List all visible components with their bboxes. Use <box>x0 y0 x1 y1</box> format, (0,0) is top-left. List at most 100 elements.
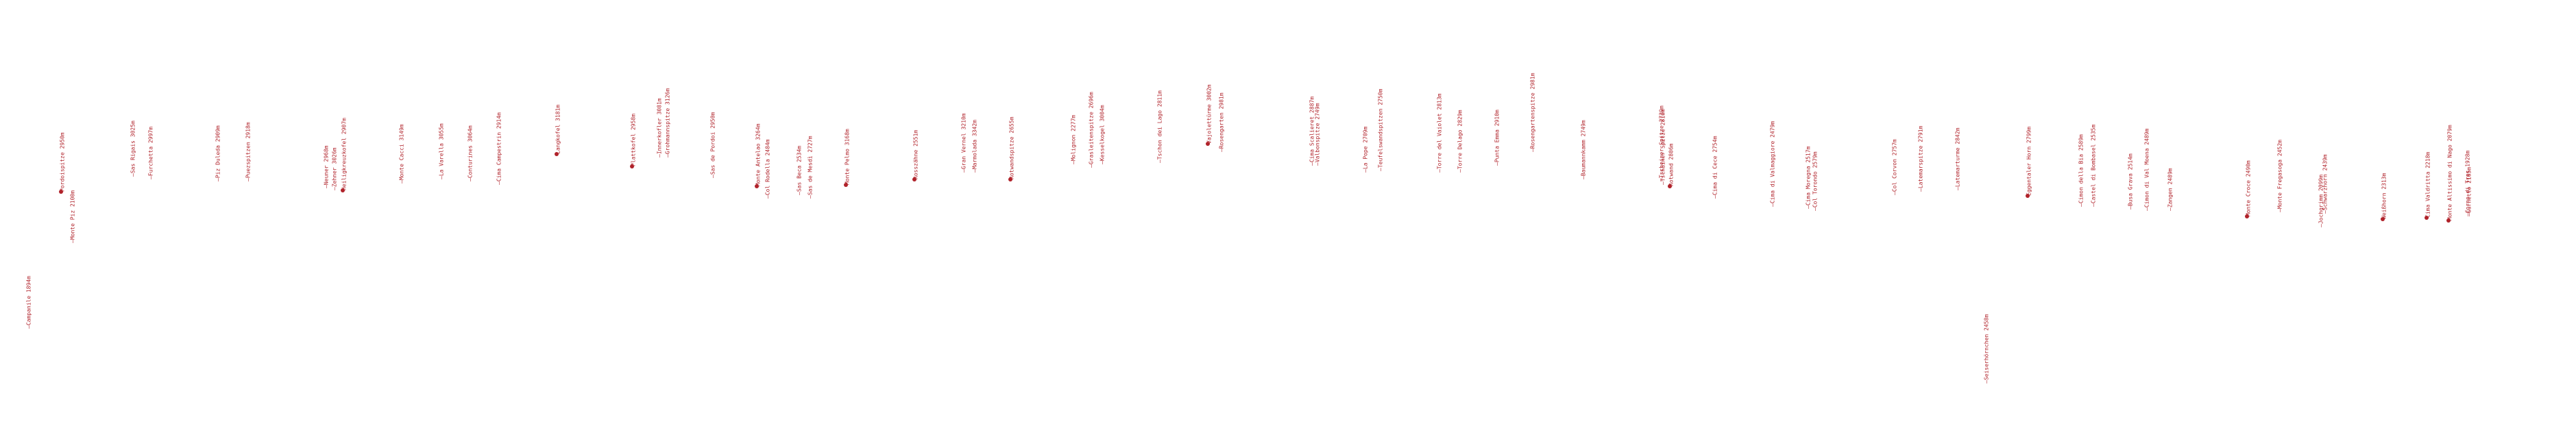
peak-label: —Tschon dei Lago 2811m <box>1157 90 1163 163</box>
peak-name-text: —Piz Duleda 2909m <box>215 125 221 181</box>
peak-label: —Conturines 3064m <box>467 125 474 181</box>
peak-label: Vajolettürme 3002m <box>1206 84 1213 146</box>
peak-label: —Campanile 1894m <box>26 276 32 329</box>
peak-label: —Neuner 2968m <box>324 145 330 188</box>
peak-label: —Castel di Bombasel 2535m <box>2091 124 2097 207</box>
peak-name-text: —Corno di Tres 1928m <box>2465 150 2471 216</box>
peak-name-text: —Torre Delago 2829m <box>1457 110 1463 173</box>
peak-name-text: —Rosengarten 2981m <box>1219 92 1225 152</box>
peak-name-text: —Sas Beca 2534m <box>797 146 803 195</box>
peak-label: —Tschainer Spitze 2810m <box>1660 109 1666 185</box>
peak-name-text: Heiligkreuzkofel 2907m <box>341 118 348 190</box>
peak-name-text: Rosszähne 2551m <box>913 130 919 179</box>
peak-name-text: —Grasleitenspitze 2696m <box>1089 92 1095 168</box>
peak-label: —Baumannkamm 2749m <box>1581 120 1587 179</box>
peak-label: Pordoispitze 2950m <box>59 132 66 194</box>
peak-label: —Torre del Vaiolet 2813m <box>1437 93 1443 173</box>
peak-marker-dot <box>1668 184 1672 188</box>
peak-marker-dot <box>2026 194 2030 198</box>
peak-label: —Sas de Mesdì 2727m <box>807 136 814 199</box>
peak-label: —Zehner 3026m <box>332 147 338 190</box>
peak-label: —Latemarspitze 2791m <box>1918 125 1924 192</box>
peak-label: Monte Antelao 3264m <box>755 123 762 188</box>
peak-name-text: —Latemarspitze 2791m <box>1918 125 1924 192</box>
peak-label: —Cima Moregna 2517m <box>1806 146 1812 209</box>
peak-name-text: Pordoispitze 2950m <box>60 132 66 192</box>
peak-label: —La Pope 2709m <box>1363 126 1369 173</box>
peak-name-text: Monte Croce 2490m <box>2246 160 2252 216</box>
peak-name-text: —Cima Moregna 2517m <box>1806 146 1812 209</box>
peak-label: —Sas de Pordoi 2950m <box>710 112 716 178</box>
peak-label: Langkofel 3181m <box>555 105 561 156</box>
peak-label: —Kesselkogel 3004m <box>1099 105 1106 164</box>
peak-name-text: —Schwarzhorn 2439m <box>2322 154 2329 214</box>
peak-name-text: Eggentaler Horn 2799m <box>2026 127 2032 196</box>
peak-label: —Furchetta 2997m <box>148 127 154 179</box>
peak-name-text: —Tscheiner Spitze 2739m <box>1659 105 1665 181</box>
peak-label: —Piz Duleda 2909m <box>215 125 221 181</box>
peak-label: Plattkofel 2958m <box>630 114 637 168</box>
peak-label: —Col Torondo 2579m <box>1812 151 1819 211</box>
peak-name-text: —Neuner 2968m <box>324 145 330 188</box>
peak-name-text: —Monte Fregasoga 2452m <box>2277 140 2283 212</box>
peak-marker-dot <box>630 164 634 168</box>
peak-label: Cima Valdritta 2218m <box>2425 151 2431 220</box>
peak-label: —Gran Vernel 3210m <box>961 113 967 173</box>
peak-name-text: —Busa Grava 2514m <box>2128 153 2134 210</box>
peak-marker-dot <box>341 188 345 192</box>
peak-name-text: Rotwand 2806m <box>1668 143 1675 186</box>
peak-name-text: —Kesselkogel 3004m <box>1099 105 1106 164</box>
peak-name-text: —Cima di Cece 2754m <box>1712 136 1718 199</box>
peak-label: —Schwarzhorn 2439m <box>2322 154 2329 214</box>
peak-label: —Molignon 2277m <box>1071 115 1077 164</box>
peak-name-text: —Sas de Mesdì 2727m <box>807 136 814 199</box>
peak-label: —Cima Campestrin 2914m <box>496 112 502 185</box>
peak-label: —Sas Rigais 3025m <box>130 121 136 177</box>
peak-label: —Cimon di Val Moena 2489m <box>2144 128 2150 211</box>
peak-name-text: —Col Torondo 2579m <box>1812 151 1819 211</box>
peak-label: —Monte Cacci 3149m <box>399 124 405 184</box>
peak-marker-dot <box>912 177 916 181</box>
peak-name-text: Cima Valdritta 2218m <box>2425 151 2431 218</box>
peak-label: —Latemarturme 2842m <box>1955 127 1961 190</box>
peak-label: —Cima di Cece 2754m <box>1712 136 1718 199</box>
peak-name-text: —Teufelswandspitzen 2750m <box>1378 88 1384 171</box>
peak-name-text: Weißhorn 2313m <box>2381 173 2387 219</box>
peak-marker-dot <box>59 190 63 194</box>
peak-name-text: —Puezspitzen 2918m <box>245 122 252 181</box>
peak-marker-dot <box>2446 218 2451 223</box>
peak-label: —Grohmannspitze 3126m <box>665 88 671 158</box>
peak-name-text: —Sas de Pordoi 2950m <box>710 112 716 178</box>
peak-name-text: —La Pope 2709m <box>1363 126 1369 173</box>
peak-name-text: —Innerkofler 3081m <box>657 98 663 158</box>
peak-name-text: —Cima di Valmaggiore 2479m <box>1770 121 1776 207</box>
peak-name-text: Monte Pelmo 3168m <box>845 129 851 185</box>
peak-label: —Col Corvon 2757m <box>1892 139 1898 195</box>
peak-name-text: —Zangen 2489m <box>2167 168 2174 211</box>
peak-name-text: Monte Antelao 3264m <box>755 123 762 186</box>
peak-label: Monte Altissimo di Nago 2079m <box>2446 125 2453 223</box>
peak-name-text: —Cima Scalieret 2887m <box>1309 97 1315 166</box>
peak-name-text: —Monte Piz 2100m <box>70 190 76 243</box>
peak-label: —Seiserhörnchen 2458m <box>1984 314 1990 383</box>
peak-name-text: —Cimon della Bia 2589m <box>2078 134 2085 207</box>
peak-marker-dot <box>2425 216 2429 220</box>
peak-name-text: —Gran Vernel 3210m <box>961 113 967 173</box>
peak-name-text: Monte Altissimo di Nago 2079m <box>2447 125 2453 221</box>
peak-name-text: —Castel di Bombasel 2535m <box>2091 124 2097 207</box>
peak-marker-dot <box>844 183 848 187</box>
peak-label: Rotwandspitze 2655m <box>1008 116 1015 181</box>
peak-name-text: —Rosengartenspitze 2981m <box>1530 73 1536 152</box>
peak-label: —Jochgrimm 2099m <box>2318 175 2324 227</box>
peak-label: —Zangen 2489m <box>2167 168 2174 211</box>
peak-label: —Cima Scalieret 2887m <box>1309 97 1315 166</box>
peak-label: Eggentaler Horn 2799m <box>2026 127 2032 198</box>
peak-label: —Busa Grava 2514m <box>2128 153 2134 210</box>
peak-label: —Marmolada 3342m <box>972 120 978 173</box>
peak-label: —Rosengartenspitze 2981m <box>1530 73 1536 152</box>
peak-marker-dot <box>2381 217 2385 221</box>
peak-label: —Gurnetto 2165m <box>2466 167 2472 216</box>
peak-label: Monte Croce 2490m <box>2245 160 2252 218</box>
peak-label: Rotwand 2806m <box>1668 143 1675 188</box>
peak-name-text: —Col Rodella 2484m <box>765 139 771 199</box>
